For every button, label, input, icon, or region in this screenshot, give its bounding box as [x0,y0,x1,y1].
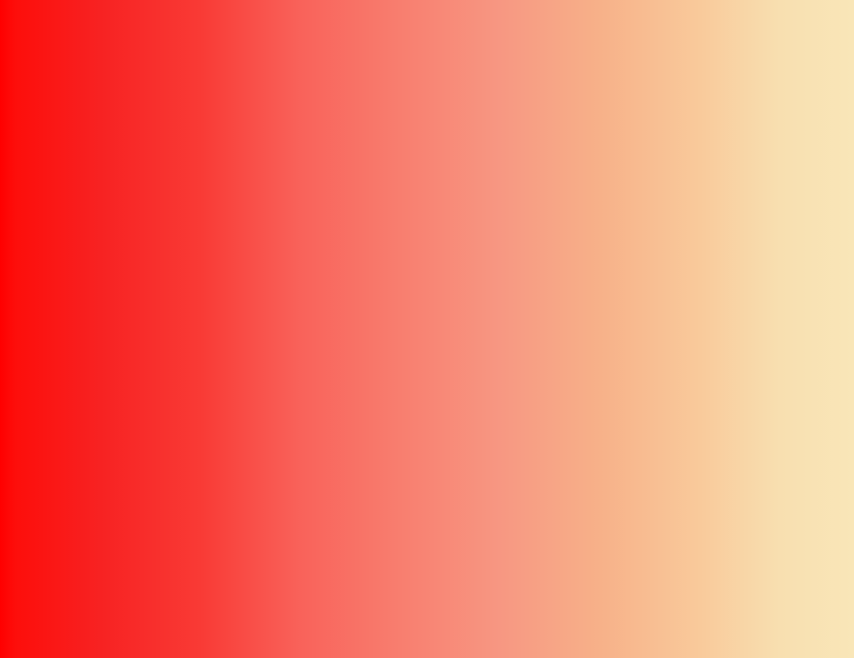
gradient-image-canvas [0,0,854,658]
horizontal-gradient-fill [0,0,854,658]
